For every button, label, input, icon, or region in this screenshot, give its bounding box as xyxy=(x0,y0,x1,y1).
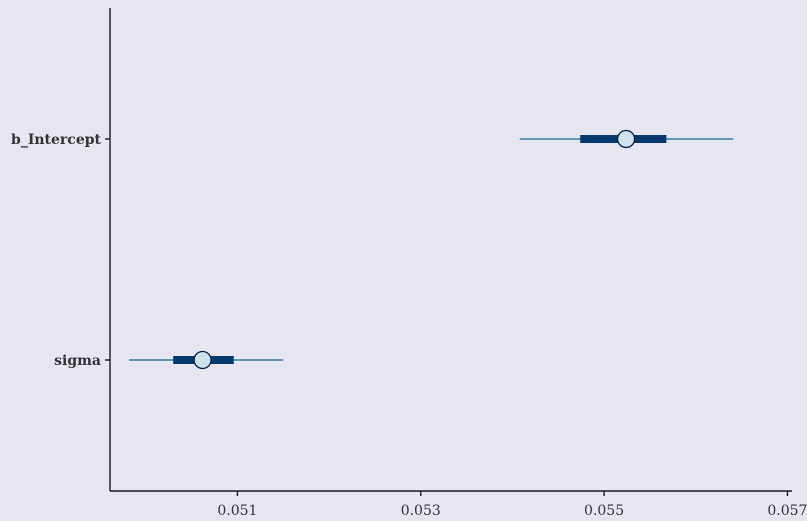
point-estimate-marker xyxy=(616,129,636,149)
y-tick-label-b-intercept: b_Intercept xyxy=(11,132,101,148)
x-tick-label: 0.055 xyxy=(584,503,624,519)
x-tick-label: 0.053 xyxy=(401,503,441,519)
x-tick-label: 0.051 xyxy=(217,503,257,519)
interval-marks xyxy=(129,129,734,370)
y-tick-label-sigma: sigma xyxy=(54,353,101,369)
point-estimate-marker xyxy=(193,350,212,370)
x-tick-label: 0.057 xyxy=(767,503,807,519)
x-axis-ticks: 0.051 0.053 0.055 0.057 xyxy=(217,491,807,519)
